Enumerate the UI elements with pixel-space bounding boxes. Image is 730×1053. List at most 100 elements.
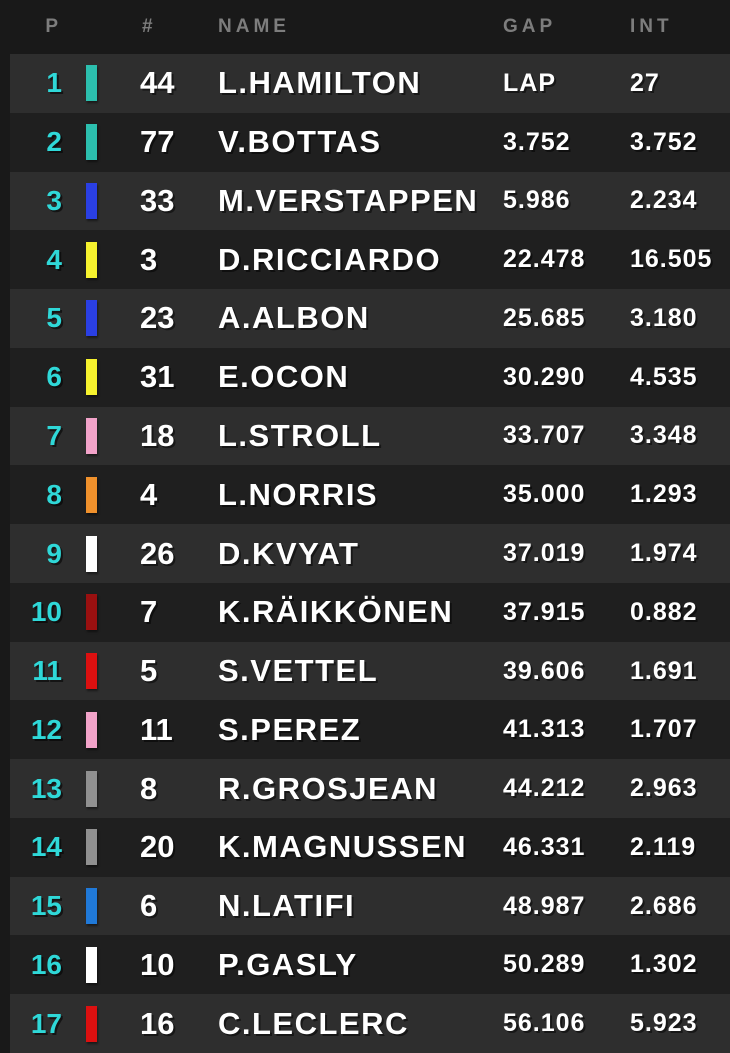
team-color-bar: [86, 594, 97, 631]
driver-name: R.GROSJEAN: [218, 770, 438, 806]
gap-value: 33.707: [503, 421, 586, 450]
driver-name: A.ALBON: [218, 300, 370, 336]
team-color-bar: [86, 770, 97, 807]
interval-value: 2.119: [630, 832, 697, 861]
interval-value: 4.535: [630, 362, 698, 391]
team-color-bar: [86, 476, 97, 513]
driver-row[interactable]: 8 4 L.NORRIS 35.000 1.293: [10, 465, 730, 525]
driver-name: D.KVYAT: [218, 535, 360, 571]
car-number: 11: [140, 711, 173, 747]
car-number: 8: [140, 770, 158, 806]
driver-row[interactable]: 1 44 L.HAMILTON LAP 27: [10, 54, 730, 113]
gap-value: 41.313: [503, 715, 586, 744]
driver-row[interactable]: 11 5 S.VETTEL 39.606 1.691: [10, 641, 730, 701]
interval-value: 2.234: [630, 186, 698, 215]
driver-row[interactable]: 17 16 C.LECLERC 56.106 5.923: [10, 994, 730, 1053]
position-number: 14: [30, 831, 62, 863]
car-number: 10: [140, 946, 175, 982]
position-number: 4: [46, 243, 62, 275]
team-bar-cell: [62, 935, 106, 994]
position-number: 2: [46, 126, 62, 158]
driver-name: V.BOTTAS: [218, 124, 382, 160]
driver-name: E.OCON: [218, 359, 350, 395]
team-color-bar: [86, 946, 97, 983]
interval-value: 1.691: [630, 656, 698, 685]
position-number: 1: [46, 67, 62, 99]
team-bar-cell: [62, 994, 106, 1053]
gap-value: 37.915: [503, 597, 586, 626]
gap-value: 35.000: [503, 480, 586, 509]
driver-row[interactable]: 3 33 M.VERSTAPPEN 5.986 2.234: [10, 171, 730, 231]
driver-row[interactable]: 12 11 S.PEREZ 41.313 1.707: [10, 700, 730, 760]
team-color-bar: [86, 888, 97, 925]
driver-row[interactable]: 14 20 K.MAGNUSSEN 46.331 2.119: [10, 817, 730, 877]
team-color-bar: [86, 535, 97, 572]
team-color-bar: [86, 417, 97, 454]
gap-value: 48.987: [503, 891, 586, 920]
gap-value: 39.606: [503, 656, 586, 685]
team-bar-cell: [62, 289, 106, 348]
interval-value: 2.686: [630, 891, 698, 920]
driver-name: L.NORRIS: [218, 476, 379, 512]
gap-value: 30.290: [503, 362, 586, 391]
driver-name: L.HAMILTON: [218, 65, 422, 101]
driver-name: N.LATIFI: [218, 888, 356, 924]
driver-name: L.STROLL: [218, 417, 382, 453]
driver-row[interactable]: 5 23 A.ALBON 25.685 3.180: [10, 289, 730, 348]
team-bar-cell: [62, 642, 106, 701]
team-color-bar: [86, 182, 97, 219]
position-number: 9: [46, 537, 62, 569]
interval-value: 16.505: [630, 245, 713, 274]
car-number: 5: [140, 653, 158, 689]
team-bar-cell: [62, 759, 106, 818]
driver-row[interactable]: 15 6 N.LATIFI 48.987 2.686: [10, 876, 730, 936]
position-number: 17: [30, 1007, 62, 1039]
driver-row[interactable]: 6 31 E.OCON 30.290 4.535: [10, 347, 730, 407]
position-number: 13: [30, 772, 62, 804]
driver-row[interactable]: 2 77 V.BOTTAS 3.752 3.752: [10, 112, 730, 172]
interval-value: 3.180: [630, 303, 698, 332]
driver-name: C.LECLERC: [218, 1005, 409, 1041]
car-number: 44: [140, 65, 175, 101]
header-name: NAME: [218, 16, 290, 37]
driver-row[interactable]: 16 10 P.GASLY 50.289 1.302: [10, 935, 730, 995]
team-bar-cell: [62, 113, 106, 172]
team-bar-cell: [62, 348, 106, 407]
car-number: 3: [140, 241, 158, 277]
gap-value: 3.752: [503, 127, 571, 156]
table-header: P # NAME GAP INT: [10, 0, 730, 54]
interval-value: 3.348: [630, 421, 698, 450]
gap-value: 46.331: [503, 832, 586, 861]
team-bar-cell: [62, 230, 106, 289]
car-number: 4: [140, 476, 158, 512]
interval-value: 1.293: [630, 480, 698, 509]
driver-row[interactable]: 4 3 D.RICCIARDO 22.478 16.505: [10, 230, 730, 290]
team-color-bar: [86, 300, 97, 337]
team-color-bar: [86, 359, 97, 396]
header-number: #: [142, 16, 157, 37]
interval-value: 5.923: [630, 1009, 698, 1038]
team-color-bar: [86, 65, 97, 102]
driver-row[interactable]: 10 7 K.RÄIKKÖNEN 37.915 0.882: [10, 582, 730, 642]
driver-row[interactable]: 13 8 R.GROSJEAN 44.212 2.963: [10, 759, 730, 818]
car-number: 6: [140, 888, 158, 924]
gap-value: 25.685: [503, 303, 586, 332]
position-number: 10: [30, 596, 62, 628]
interval-value: 3.752: [630, 127, 698, 156]
team-color-bar: [86, 711, 97, 748]
driver-row[interactable]: 9 26 D.KVYAT 37.019 1.974: [10, 524, 730, 583]
team-bar-cell: [62, 877, 106, 936]
gap-value: 37.019: [503, 539, 586, 567]
position-number: 7: [46, 419, 62, 451]
driver-name: K.RÄIKKÖNEN: [218, 594, 454, 630]
interval-value: 1.302: [630, 950, 698, 979]
gap-value: 44.212: [503, 774, 586, 803]
gap-value: 56.106: [503, 1009, 586, 1038]
car-number: 16: [140, 1005, 175, 1041]
team-color-bar: [86, 829, 97, 866]
interval-value: 0.882: [630, 597, 698, 626]
driver-row[interactable]: 7 18 L.STROLL 33.707 3.348: [10, 406, 730, 466]
car-number: 23: [140, 300, 175, 336]
interval-value: 1.707: [630, 715, 698, 744]
